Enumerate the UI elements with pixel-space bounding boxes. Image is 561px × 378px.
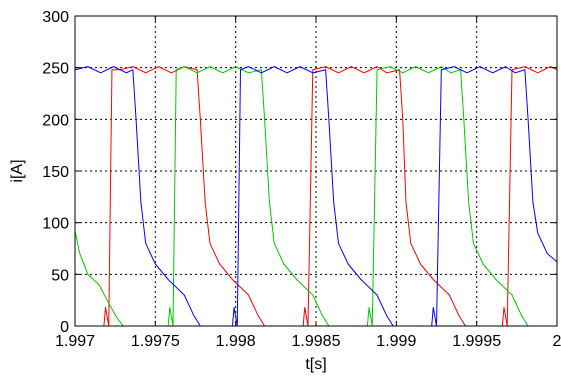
x-tick-label: 1.9985 xyxy=(292,333,341,350)
x-tick-label: 1.9975 xyxy=(131,333,180,350)
x-axis-label: t[s] xyxy=(305,356,326,373)
x-tick-label: 1.997 xyxy=(55,333,95,350)
x-tick-labels: 1.997 1.9975 1.998 1.9985 1.999 1.9995 2 xyxy=(55,333,561,350)
x-tick-label: 1.998 xyxy=(216,333,256,350)
y-tick-label: 150 xyxy=(42,164,69,181)
x-tick-label: 1.9995 xyxy=(452,333,501,350)
y-tick-label: 200 xyxy=(42,112,69,129)
y-tick-label: 300 xyxy=(42,9,69,26)
y-tick-label: 50 xyxy=(51,267,69,284)
y-tick-label: 0 xyxy=(60,319,69,336)
series-line-3 xyxy=(74,66,558,327)
y-axis-label: i[A] xyxy=(9,159,26,182)
x-tick-label: 1.999 xyxy=(376,333,416,350)
series-line-2 xyxy=(74,66,557,327)
ticks xyxy=(74,15,558,327)
y-tick-labels: 0 50 100 150 200 250 300 xyxy=(42,9,69,336)
y-tick-label: 250 xyxy=(42,61,69,78)
y-tick-label: 100 xyxy=(42,216,69,233)
x-tick-label: 2 xyxy=(553,333,561,350)
